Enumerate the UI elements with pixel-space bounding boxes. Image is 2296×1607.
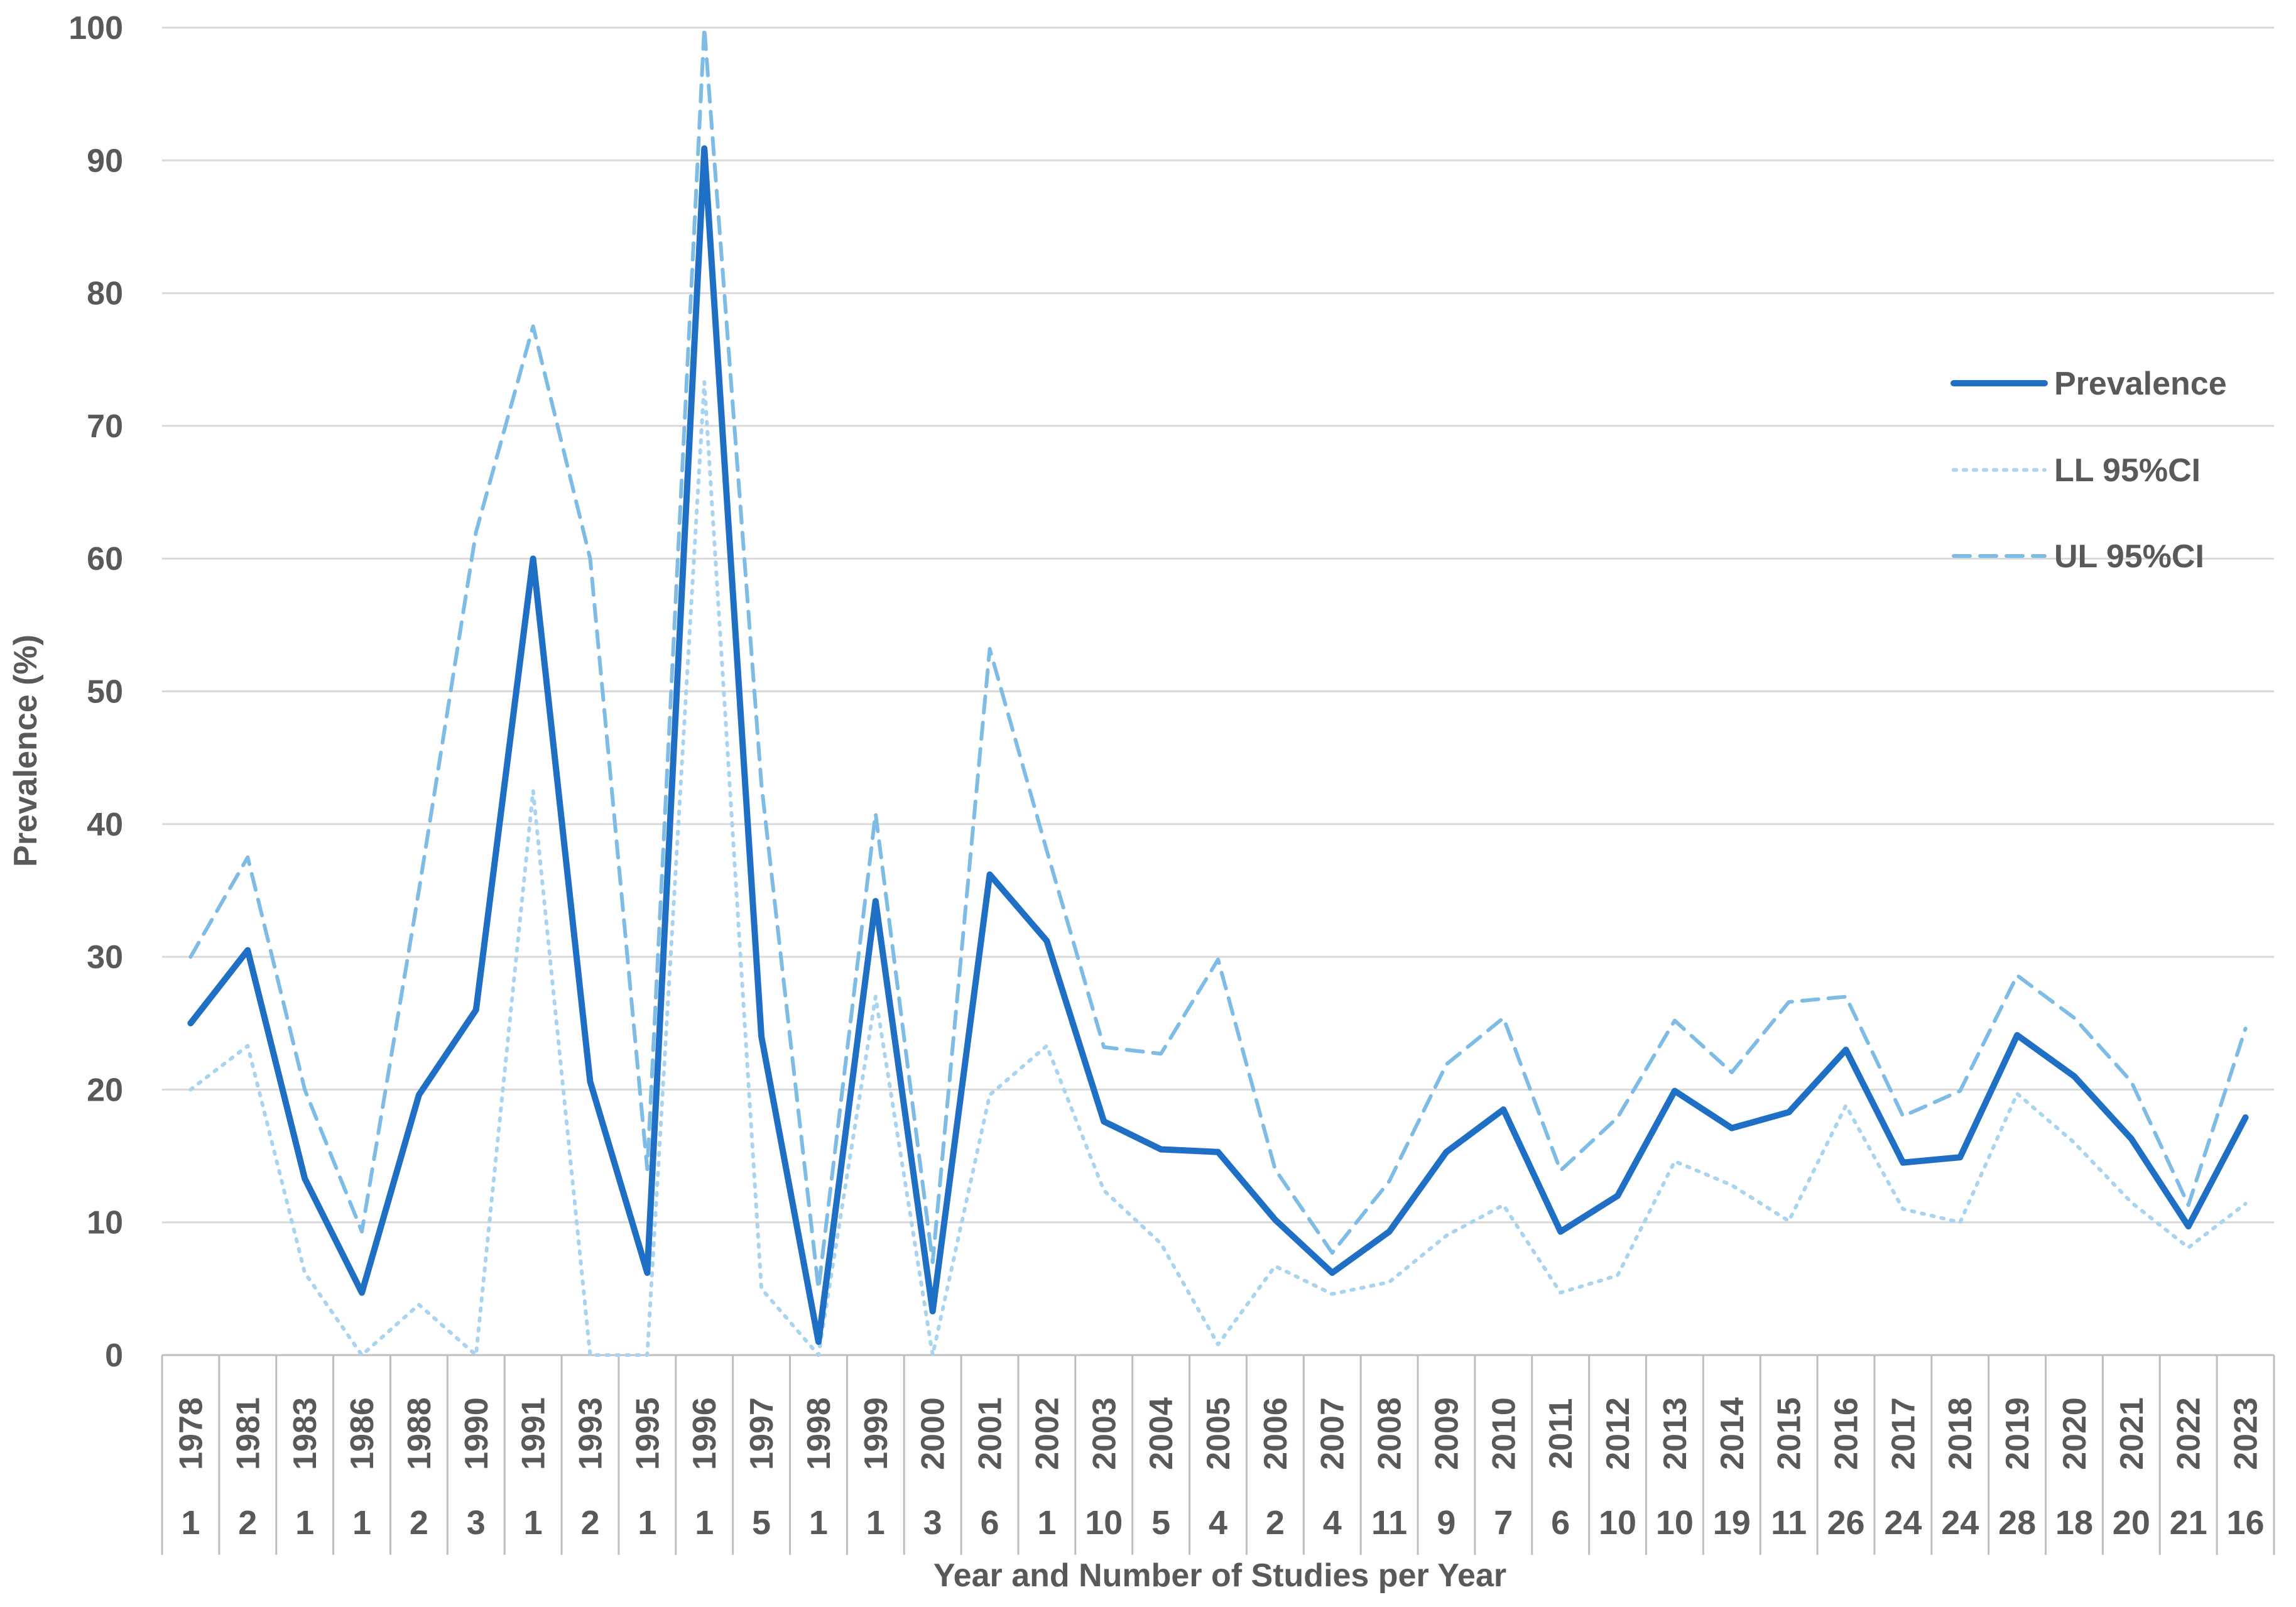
y-tick-label: 20: [87, 1072, 123, 1108]
x-tick-label-year: 1988: [401, 1397, 438, 1470]
x-tick-label-study-count: 20: [2113, 1504, 2150, 1542]
x-tick-label-study-count: 19: [1713, 1504, 1751, 1542]
x-tick-label-study-count: 5: [752, 1504, 771, 1542]
x-tick-label-year: 1986: [344, 1397, 381, 1470]
x-tick-label-year: 1999: [858, 1397, 895, 1470]
x-tick-label-year: 2017: [1885, 1397, 1922, 1470]
x-tick-label-study-count: 1: [809, 1504, 828, 1542]
x-tick-label-year: 1997: [744, 1397, 780, 1470]
y-tick-label: 80: [87, 276, 123, 312]
x-tick-label-study-count: 10: [1656, 1504, 1694, 1542]
x-tick-label-year: 2020: [2057, 1397, 2093, 1470]
x-tick-label-study-count: 1: [1037, 1504, 1056, 1542]
x-tick-label-study-count: 21: [2170, 1504, 2207, 1542]
legend-label: LL 95%CI: [2054, 452, 2201, 489]
x-tick-label-year: 1996: [687, 1397, 723, 1470]
series-line-prevalence: [187, 145, 2249, 1345]
x-tick-label-study-count: 9: [1437, 1504, 1455, 1542]
x-tick-label-year: 2015: [1771, 1397, 1808, 1470]
x-tick-label-study-count: 11: [1371, 1504, 1407, 1542]
y-tick-label: 30: [87, 939, 123, 976]
x-tick-label-study-count: 24: [1941, 1504, 1979, 1542]
x-tick-label-study-count: 24: [1884, 1504, 1922, 1542]
x-tick-label-year: 2007: [1315, 1397, 1351, 1470]
x-tick-label-year: 1995: [629, 1397, 666, 1470]
x-tick-label-study-count: 2: [238, 1504, 257, 1542]
x-tick-label-study-count: 5: [1151, 1504, 1170, 1542]
gridlines: [162, 26, 2274, 1224]
x-tick-label-study-count: 4: [1209, 1504, 1227, 1542]
x-tick-label-year: 2005: [1200, 1397, 1237, 1470]
x-tick-label-study-count: 3: [467, 1504, 486, 1542]
x-tick-label-study-count: 1: [524, 1504, 543, 1542]
x-tick-label-study-count: 2: [410, 1504, 428, 1542]
y-tick-label: 90: [87, 143, 123, 179]
x-tick-label-year: 2006: [1258, 1397, 1294, 1470]
x-tick-label-year: 2011: [1543, 1398, 1579, 1469]
x-tick-label-study-count: 28: [1998, 1504, 2036, 1542]
y-tick-label: 70: [87, 408, 123, 445]
x-tick-label-year: 2004: [1143, 1397, 1180, 1470]
y-tick-label: 100: [68, 10, 123, 46]
y-tick-label: 60: [87, 541, 123, 577]
x-tick-label-year: 2010: [1486, 1397, 1522, 1470]
series-line-ul-95-ci: [188, 26, 2248, 1291]
x-tick-label-study-count: 1: [638, 1504, 656, 1542]
y-axis-title: Prevalence (%): [8, 635, 44, 867]
x-tick-label-year: 2023: [2228, 1397, 2265, 1470]
x-tick-label-study-count: 4: [1323, 1504, 1342, 1542]
x-tick-label-study-count: 3: [923, 1504, 942, 1542]
x-tick-label-year: 2019: [1999, 1397, 2036, 1470]
x-tick-label-study-count: 1: [181, 1504, 200, 1542]
x-tick-label-study-count: 1: [352, 1504, 371, 1542]
x-tick-label-year: 2003: [1086, 1397, 1123, 1470]
x-tick-label-study-count: 26: [1827, 1504, 1864, 1542]
x-tick-label-study-count: 18: [2055, 1504, 2093, 1542]
x-tick-label-year: 1993: [572, 1397, 609, 1470]
x-tick-label-study-count: 1: [295, 1504, 314, 1542]
x-tick-label-year: 2021: [2114, 1397, 2150, 1470]
x-tick-label-study-count: 10: [1085, 1504, 1123, 1542]
legend-label: UL 95%CI: [2054, 538, 2204, 575]
x-tick-label-year: 1978: [173, 1397, 209, 1470]
x-tick-label-year: 2013: [1657, 1397, 1694, 1470]
x-tick-label-year: 2012: [1600, 1397, 1636, 1470]
x-tick-label-year: 2018: [1942, 1397, 1979, 1470]
x-tick-label-study-count: 11: [1771, 1504, 1807, 1542]
x-tick-label-study-count: 1: [695, 1504, 714, 1542]
y-tick-label: 50: [87, 674, 123, 711]
y-tick-label: 10: [87, 1205, 123, 1241]
y-tick-label: 40: [87, 807, 123, 843]
x-tick-label-year: 2016: [1829, 1397, 1865, 1470]
x-tick-label-year: 1983: [287, 1397, 324, 1470]
legend: Prevalence LL 95%CI UL 95%CI: [1951, 366, 2227, 575]
x-tick-label-year: 1991: [516, 1397, 552, 1470]
x-tick-label-year: 2001: [972, 1397, 1009, 1470]
x-tick-label-year: 2002: [1029, 1397, 1065, 1470]
x-tick-label-year: 1990: [459, 1397, 495, 1470]
series-line-ll-95-ci: [188, 380, 2248, 1357]
x-tick-label-study-count: 6: [981, 1504, 999, 1542]
x-tick-label-year: 1981: [230, 1397, 266, 1470]
x-tick-label-year: 2009: [1428, 1397, 1465, 1470]
x-tick-label-study-count: 2: [1266, 1504, 1285, 1542]
series-lines: [187, 26, 2249, 1357]
y-tick-label: 0: [105, 1337, 123, 1374]
y-axis-tick-labels: 0 10 20 30 40 50 60 70 80 90 100: [68, 10, 123, 1374]
x-tick-label-study-count: 16: [2227, 1504, 2265, 1542]
x-tick-label-study-count: 7: [1494, 1504, 1513, 1542]
x-tick-label-study-count: 1: [866, 1504, 885, 1542]
legend-label: Prevalence: [2054, 366, 2227, 402]
x-tick-label-study-count: 6: [1551, 1504, 1570, 1542]
x-tick-label-year: 1998: [801, 1397, 837, 1470]
x-tick-label-study-count: 10: [1599, 1504, 1636, 1542]
x-tick-label-year: 2008: [1372, 1397, 1408, 1470]
x-axis: 1978 1981 1983 1986 1988 1990 1991 1993 1995 1996…: [161, 1354, 2275, 1555]
x-tick-label-year: 2000: [915, 1397, 952, 1470]
x-tick-label-year: 2014: [1714, 1397, 1751, 1470]
x-tick-label-study-count: 2: [580, 1504, 599, 1542]
x-tick-label-year: 2022: [2171, 1397, 2207, 1470]
x-axis-title: Year and Number of Studies per Year: [933, 1557, 1506, 1594]
